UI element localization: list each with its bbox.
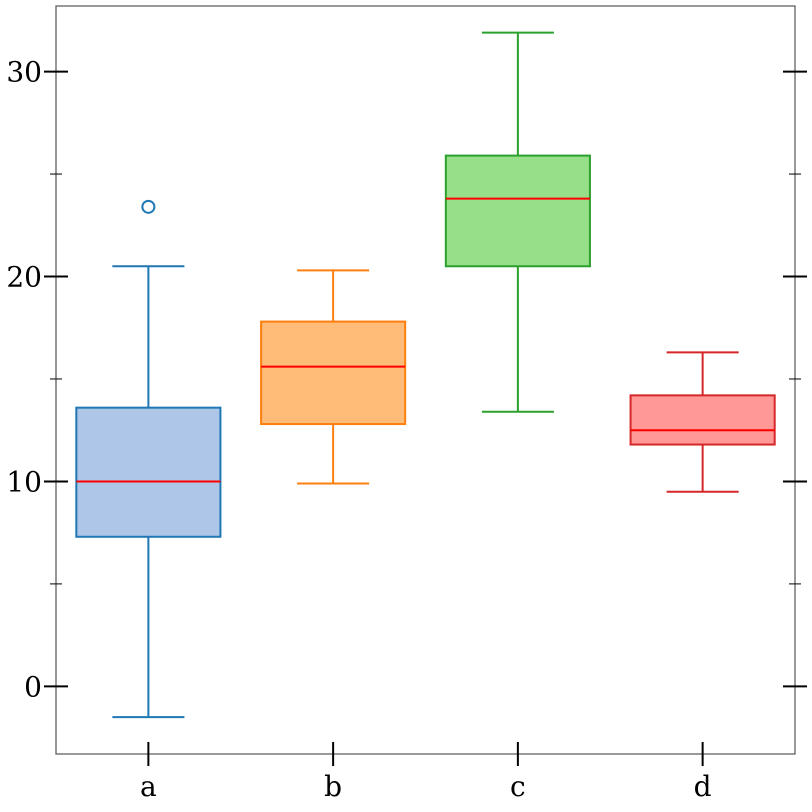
box-group-b bbox=[260, 269, 407, 485]
x-tick-label-a: a bbox=[140, 770, 157, 803]
y-tick-label-10: 10 bbox=[6, 465, 42, 498]
boxes-layer bbox=[75, 31, 776, 719]
plot-area bbox=[55, 5, 796, 755]
box-d bbox=[629, 394, 776, 446]
x-axis: a b c d bbox=[140, 742, 712, 803]
y-tick-label-20: 20 bbox=[6, 261, 42, 294]
x-tick-label-c: c bbox=[510, 770, 526, 803]
box-a bbox=[75, 406, 222, 538]
box-c bbox=[444, 154, 591, 268]
box-group-a bbox=[75, 199, 222, 719]
x-tick-label-b: b bbox=[324, 770, 342, 803]
box-b bbox=[260, 320, 407, 426]
x-tick-label-d: d bbox=[694, 770, 712, 803]
outlier-a-0 bbox=[141, 199, 156, 214]
y-tick-label-30: 30 bbox=[6, 56, 42, 89]
y-tick-label-0: 0 bbox=[24, 670, 42, 703]
box-group-c bbox=[444, 31, 591, 413]
box-group-d bbox=[629, 351, 776, 493]
y-axis: 0 10 20 30 bbox=[6, 56, 807, 703]
